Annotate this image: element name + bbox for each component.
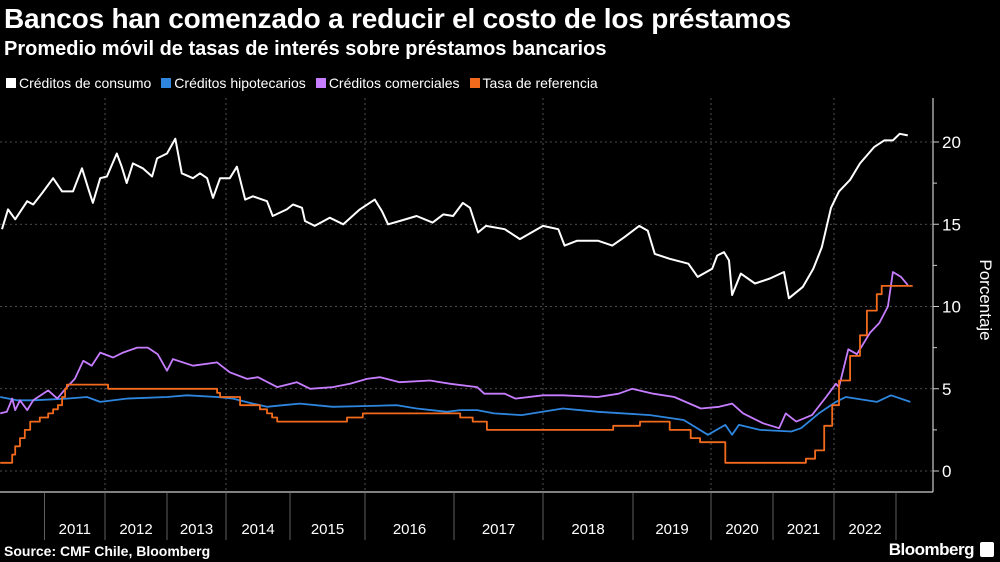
legend-label: Créditos comerciales [328, 75, 460, 91]
x-tick-label: 2018 [571, 521, 604, 538]
x-tick-label: 2017 [482, 521, 515, 538]
legend-item: Créditos comerciales [315, 75, 460, 91]
page-title: Bancos han comenzado a reducir el costo … [4, 3, 792, 34]
source-note: Source: CMF Chile, Bloomberg [4, 543, 211, 559]
legend-label: Créditos de consumo [19, 75, 152, 91]
x-tick-label: 2021 [787, 521, 820, 538]
x-tick-label: 2014 [241, 521, 274, 538]
series-line-tasa-de-referencia [0, 285, 913, 464]
y-tick-label: 20 [942, 133, 961, 152]
page-subtitle: Promedio móvil de tasas de interés sobre… [4, 38, 607, 60]
legend: Créditos de consumo Créditos hipotecarios… [6, 75, 598, 91]
series-line-cr-ditos-de-consumo [1, 132, 908, 300]
y-tick-label: 5 [942, 380, 951, 399]
y-tick-label: 15 [942, 215, 961, 234]
x-tick-label: 2020 [725, 521, 758, 538]
legend-label: Créditos hipotecarios [174, 75, 306, 91]
bloomberg-logo: Bloomberg [888, 540, 975, 559]
legend-item: Tasa de referencia [469, 75, 598, 91]
legend-swatch [161, 78, 172, 88]
series-line-cr-ditos-comerciales [0, 271, 909, 430]
x-tick-label: 2012 [119, 521, 152, 538]
legend-swatch [6, 78, 16, 88]
legend-swatch [315, 78, 326, 88]
x-tick-label: 2019 [655, 521, 688, 538]
x-tick-label: 2015 [311, 521, 344, 538]
legend-item: Créditos hipotecarios [161, 75, 306, 91]
y-axis-label: Porcentaje [976, 259, 995, 341]
x-tick-label: 2022 [848, 521, 881, 538]
x-tick-label: 2011 [59, 521, 91, 538]
series-line-cr-ditos-hipotecarios [0, 394, 911, 436]
y-tick-label: 10 [942, 298, 961, 317]
x-tick-label: 2013 [180, 521, 213, 538]
legend-label: Tasa de referencia [482, 75, 598, 91]
x-tick-label: 2016 [393, 521, 426, 538]
bloomberg-chart-icon [980, 542, 994, 557]
legend-swatch [469, 78, 480, 88]
legend-item: Créditos de consumo [6, 75, 151, 91]
y-tick-label: 0 [942, 462, 951, 481]
